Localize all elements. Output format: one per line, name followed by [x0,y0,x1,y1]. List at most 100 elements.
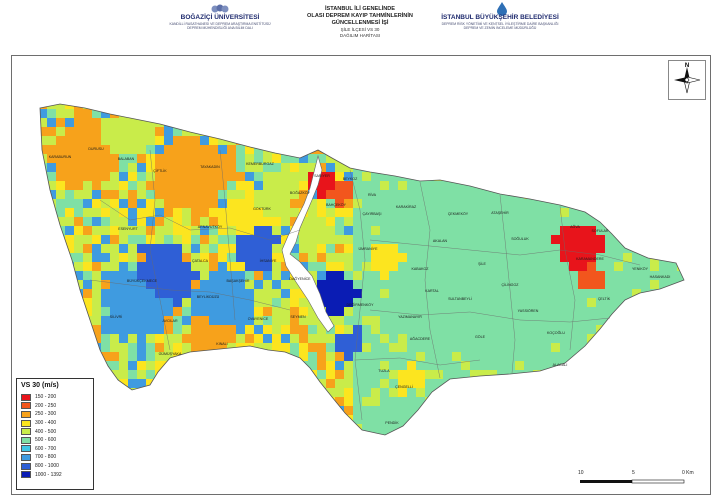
vs30-cell [281,118,290,127]
district-label: SEYMEN [290,315,306,319]
vs30-cell [290,172,299,181]
vs30-cell [515,343,524,352]
vs30-cell [533,136,542,145]
vs30-cell [443,370,452,379]
legend-row: 250 - 300 [21,410,89,419]
vs30-cell [218,244,227,253]
vs30-cell [218,235,227,244]
vs30-cell [209,415,218,424]
vs30-cell [40,253,47,262]
vs30-cell [425,163,434,172]
vs30-cell [425,433,434,435]
vs30-cell [101,253,110,262]
vs30-cell [245,145,254,154]
vs30-cell [497,127,506,136]
vs30-cell [218,352,227,361]
district-label: ARNAVUTKÖY [198,225,223,229]
vs30-cell [389,199,398,208]
vs30-cell [533,433,542,435]
vs30-cell [200,352,209,361]
vs30-cell [326,388,335,397]
vs30-cell [533,145,542,154]
vs30-cell [119,172,128,181]
vs30-cell [407,244,416,253]
vs30-cell [524,289,533,298]
vs30-cell [488,316,497,325]
vs30-cell [218,217,227,226]
vs30-cell [497,253,506,262]
vs30-cell [452,127,461,136]
vs30-cell [209,262,218,271]
vs30-cell [506,217,515,226]
vs30-cell [326,424,335,433]
vs30-cell [425,190,434,199]
vs30-cell [452,424,461,433]
vs30-cell [362,262,371,271]
vs30-cell [128,352,137,361]
vs30-cell [560,307,569,316]
vs30-cell [47,289,56,298]
vs30-cell [56,253,65,262]
vs30-cell [623,145,632,154]
vs30-cell [137,262,146,271]
vs30-cell [425,388,434,397]
vs30-cell [560,352,569,361]
vs30-cell [254,104,263,109]
vs30-cell [200,172,209,181]
vs30-cell [461,379,470,388]
vs30-cell [209,298,218,307]
vs30-cell [281,379,290,388]
vs30-cell [668,352,677,361]
vs30-cell [263,370,272,379]
vs30-cell [686,136,695,145]
vs30-cell [92,104,101,109]
vs30-cell [74,262,83,271]
vs30-cell [92,289,101,298]
vs30-cell [182,104,191,109]
vs30-cell [524,163,533,172]
vs30-cell [614,325,623,334]
vs30-cell [668,397,677,406]
vs30-cell [587,145,596,154]
vs30-cell [218,181,227,190]
district-label: KEMERBURGAZ [246,162,275,166]
vs30-cell [146,127,155,136]
vs30-cell [335,334,344,343]
vs30-cell [677,208,684,217]
vs30-cell [101,190,110,199]
vs30-cell [677,433,684,435]
vs30-cell [281,271,290,280]
vs30-cell [335,109,344,118]
vs30-cell [92,199,101,208]
vs30-cell [452,325,461,334]
vs30-cell [515,406,524,415]
vs30-cell [407,127,416,136]
vs30-cell [245,172,254,181]
vs30-cell [335,280,344,289]
vs30-cell [56,298,65,307]
vs30-cell [551,154,560,163]
district-label: KABAKOZ [412,267,430,271]
vs30-cell [551,181,560,190]
vs30-cell [668,307,677,316]
vs30-cell [65,307,74,316]
vs30-cell [497,379,506,388]
vs30-cell [353,136,362,145]
vs30-cell [479,172,488,181]
vs30-cell [353,109,362,118]
vs30-cell [209,397,218,406]
vs30-cell [245,271,254,280]
vs30-cell [623,370,632,379]
vs30-cell [164,253,173,262]
vs30-cell [344,244,353,253]
vs30-cell [623,298,632,307]
vs30-cell [677,181,684,190]
vs30-cell [623,352,632,361]
vs30-cell [101,217,110,226]
vs30-cell [425,352,434,361]
vs30-cell [371,397,380,406]
vs30-cell [677,226,684,235]
vs30-cell [596,379,605,388]
vs30-cell [164,352,173,361]
vs30-cell [40,199,47,208]
